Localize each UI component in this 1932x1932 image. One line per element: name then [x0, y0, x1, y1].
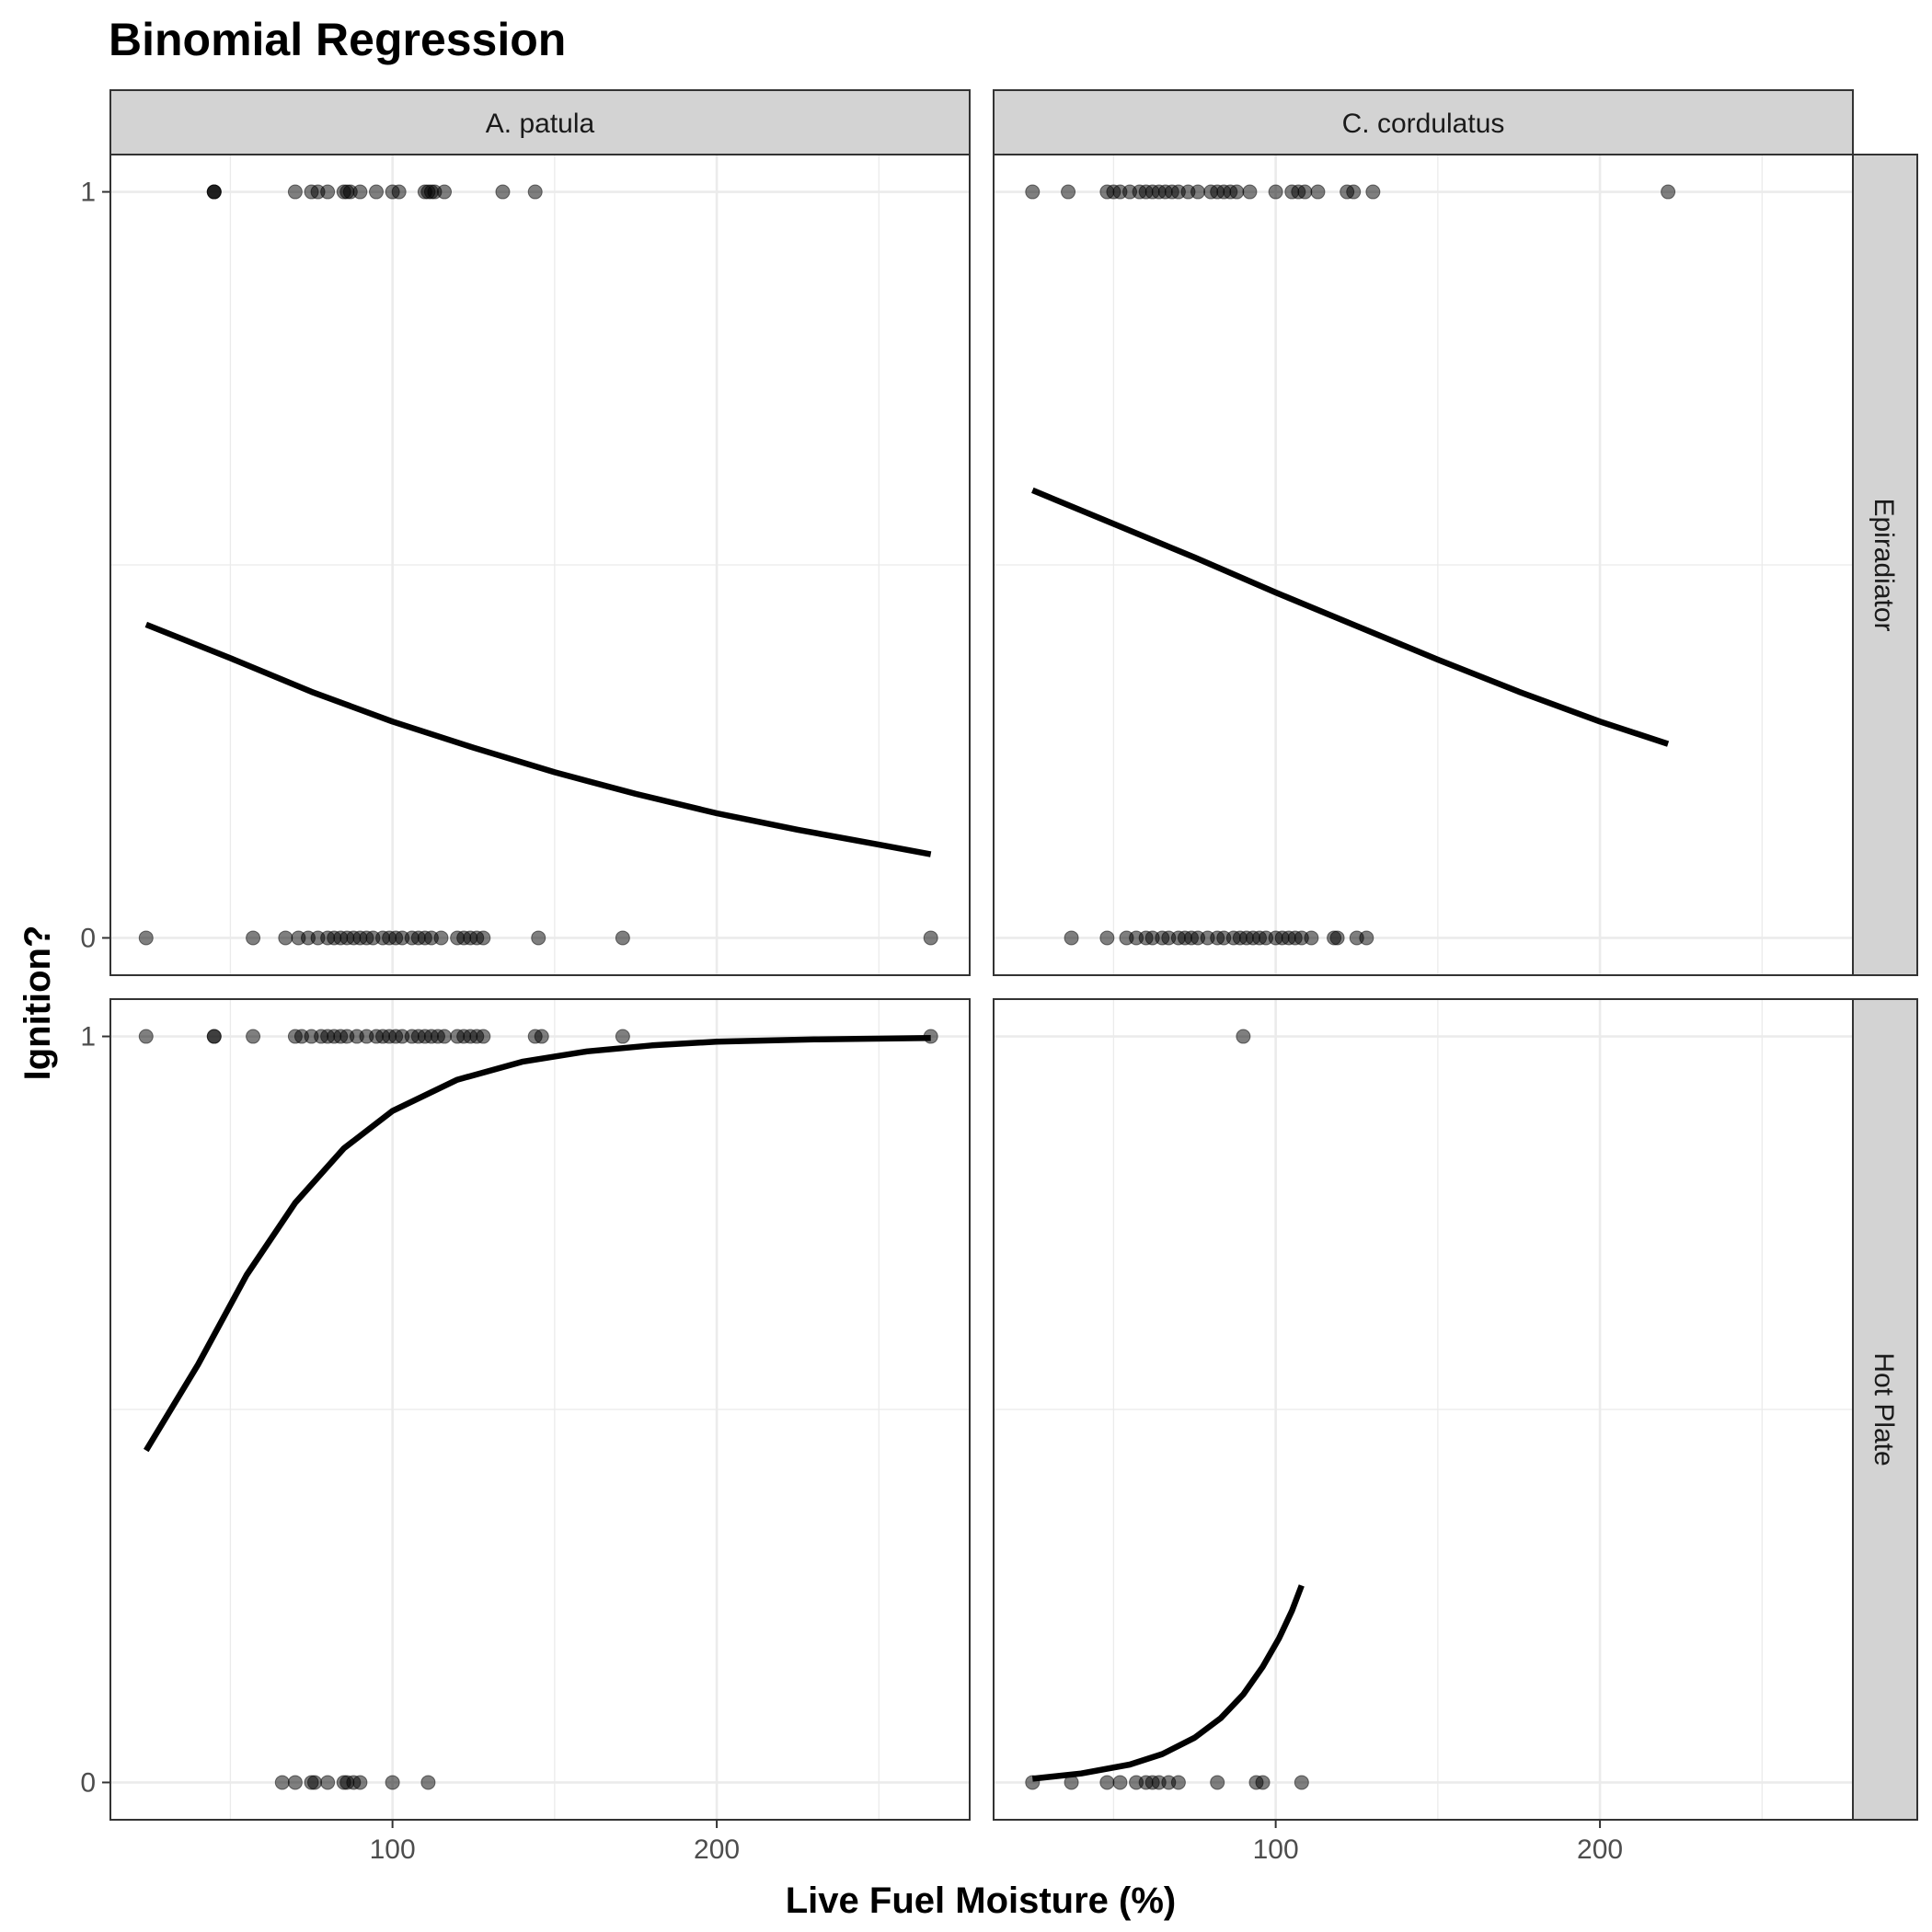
data-point: [1099, 930, 1115, 946]
data-point: [1329, 930, 1345, 946]
data-point: [420, 1775, 436, 1790]
data-point: [320, 1775, 336, 1790]
data-point: [527, 184, 543, 200]
strip-a-patula: [109, 89, 971, 155]
strip-label-hot-plate: Hot Plate: [1869, 1352, 1899, 1466]
x-tick-label: 200: [694, 1834, 740, 1865]
data-point: [138, 930, 154, 946]
x-tick-label: 200: [1577, 1834, 1623, 1865]
data-point: [1310, 184, 1326, 200]
data-point: [391, 184, 407, 200]
panels-group: A. patula C. cordulatus Epiradiator Hot Pla…: [80, 89, 1918, 1865]
data-point: [437, 184, 453, 200]
fit-line: [144, 1034, 931, 1453]
data-point: [385, 1775, 400, 1790]
data-point: [1236, 1029, 1251, 1044]
data-point: [274, 1775, 290, 1790]
strip-hot-plate: [1852, 998, 1918, 1821]
x-axis-title: Live Fuel Moisture (%): [786, 1880, 1177, 1921]
data-point: [1255, 1775, 1271, 1790]
data-point: [1170, 1775, 1186, 1790]
panel-a-patula-hot-plate: 0 1 100 200: [80, 998, 971, 1865]
data-point: [287, 184, 303, 200]
data-point: [138, 1029, 154, 1044]
data-point: [287, 1775, 303, 1790]
data-point: [352, 184, 368, 200]
data-point: [1190, 184, 1206, 200]
fit-line: [144, 621, 932, 857]
data-point: [923, 930, 938, 946]
panel-border: [109, 154, 971, 976]
data-point: [615, 930, 630, 946]
y-tick-label: 0: [80, 1767, 96, 1798]
data-point: [1365, 184, 1381, 200]
data-point: [246, 930, 261, 946]
data-point: [433, 930, 449, 946]
data-point: [1661, 184, 1676, 200]
data-point: [1064, 930, 1079, 946]
panel-border: [109, 998, 971, 1821]
data-point: [1210, 1775, 1225, 1790]
fit-line: [1031, 487, 1670, 747]
strip-epiradiator: [1852, 154, 1918, 976]
y-axis-title: Ignition?: [17, 926, 58, 1081]
data-point: [246, 1029, 261, 1044]
data-point: [1025, 184, 1041, 200]
data-point: [476, 930, 491, 946]
data-point: [1229, 184, 1245, 200]
y-tick-label: 1: [80, 1022, 96, 1052]
data-point: [495, 184, 511, 200]
fit-line: [1031, 1584, 1305, 1782]
data-point: [307, 1775, 323, 1790]
data-point: [615, 1029, 630, 1044]
data-point: [534, 1029, 549, 1044]
panel-a-patula-epiradiator: 01: [80, 154, 971, 976]
data-point: [1242, 184, 1258, 200]
x-tick-label: 100: [370, 1834, 416, 1865]
panel-c-cordulatus-epiradiator: [993, 154, 1854, 976]
strip-label-a-patula: A. patula: [486, 109, 595, 139]
x-tick-label: 100: [1253, 1834, 1299, 1865]
data-point: [1297, 184, 1313, 200]
panel-border: [993, 998, 1854, 1821]
data-point: [1359, 930, 1374, 946]
y-tick-label: 0: [80, 923, 96, 953]
data-point: [1346, 184, 1362, 200]
data-point: [278, 930, 293, 946]
data-point: [206, 184, 222, 200]
data-point: [1294, 1775, 1309, 1790]
data-point: [1061, 184, 1076, 200]
data-point: [352, 1775, 368, 1790]
data-point: [1112, 1775, 1128, 1790]
panel-border: [993, 154, 1854, 976]
chart-title: Binomial Regression: [109, 14, 566, 65]
y-tick-label: 1: [80, 178, 96, 208]
data-point: [437, 1029, 453, 1044]
strip-label-c-cordulatus: C. cordulatus: [1342, 109, 1505, 139]
panel-c-cordulatus-hot-plate: 100 200: [993, 998, 1854, 1865]
data-point: [369, 184, 385, 200]
data-point: [476, 1029, 491, 1044]
strip-label-epiradiator: Epiradiator: [1869, 498, 1899, 631]
data-point: [320, 184, 336, 200]
data-point: [1099, 1775, 1115, 1790]
data-point: [531, 930, 546, 946]
data-point: [1268, 184, 1283, 200]
data-point: [206, 1029, 222, 1044]
strip-c-cordulatus: [993, 89, 1854, 155]
data-point: [1304, 930, 1319, 946]
